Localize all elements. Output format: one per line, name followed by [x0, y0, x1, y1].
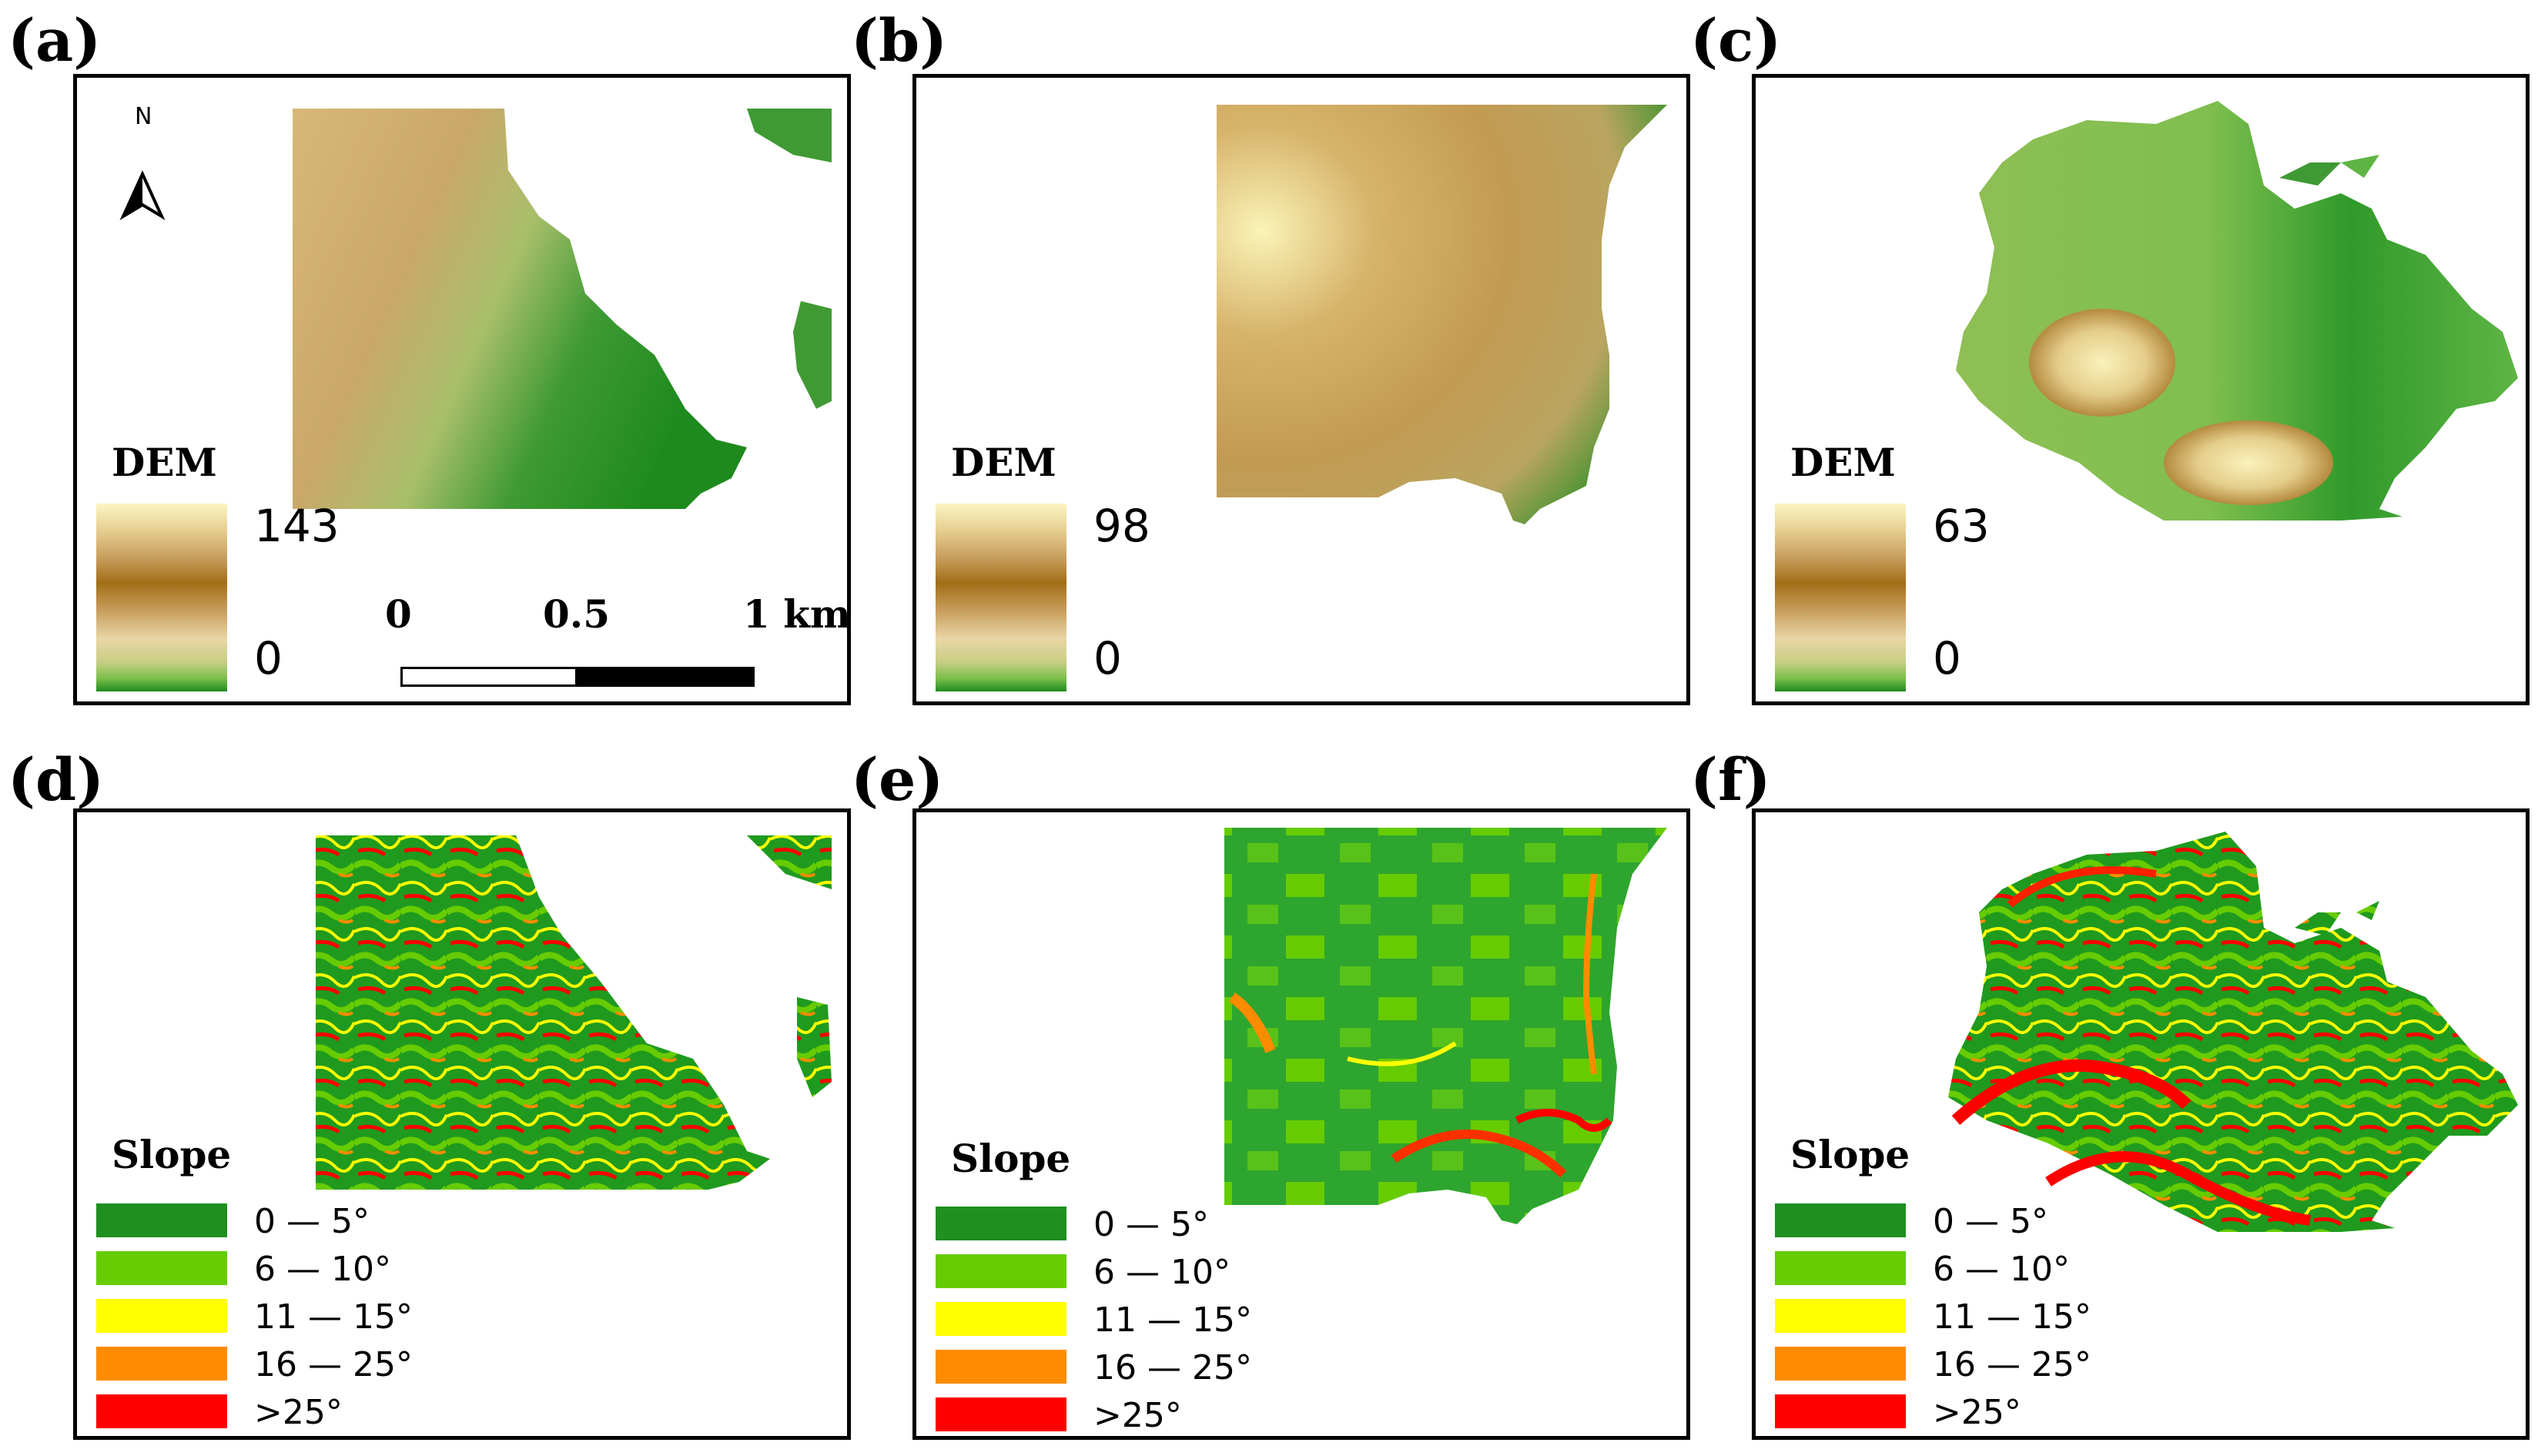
scale-bar-white — [400, 667, 578, 687]
panel-label-f: (f) — [1690, 745, 1771, 814]
swatch-gt25 — [1775, 1394, 1906, 1428]
swatch-gt25 — [96, 1394, 227, 1428]
dem-max-c: 63 — [1933, 500, 1990, 552]
class-label-11-15: 11 — 15° — [1933, 1297, 2091, 1337]
class-label-0-5: 0 — 5° — [254, 1202, 370, 1241]
swatch-16-25 — [936, 1350, 1066, 1384]
north-arrow-icon: N — [119, 103, 166, 221]
dem-panel-a: N DEM 143 0 0 0.5 1 km — [73, 74, 851, 705]
dem-min-c: 0 — [1933, 632, 1961, 684]
swatch-11-15 — [96, 1299, 227, 1333]
slope-map-e — [1224, 828, 1667, 1224]
class-label-11-15: 11 — 15° — [254, 1297, 413, 1337]
swatch-6-10 — [96, 1251, 227, 1285]
class-label-6-10: 6 — 10° — [254, 1250, 391, 1289]
dem-map-c — [1956, 101, 2518, 520]
dem-min-a: 0 — [254, 632, 283, 684]
dem-panel-c: DEM 63 0 — [1752, 74, 2530, 705]
swatch-0-5 — [1775, 1203, 1906, 1237]
north-label: N — [135, 103, 152, 130]
swatch-gt25 — [936, 1397, 1066, 1431]
slope-map-d — [316, 835, 832, 1190]
class-label-gt25: >25° — [1933, 1393, 2021, 1432]
slope-panel-f: Slope 0 — 5° 6 — 10° 11 — 15° 16 — 25° >… — [1752, 808, 2530, 1440]
panel-label-b: (b) — [851, 6, 948, 75]
class-label-16-25: 16 — 25° — [254, 1345, 413, 1384]
legend-title-d: Slope — [112, 1132, 232, 1177]
dem-map-a: N — [119, 103, 832, 509]
class-label-11-15: 11 — 15° — [1093, 1300, 1252, 1340]
dem-map-b — [1217, 105, 1667, 524]
swatch-11-15 — [936, 1302, 1066, 1336]
swatch-16-25 — [1775, 1347, 1906, 1381]
scale-label-0: 0 — [385, 591, 412, 637]
scale-bar-black — [578, 667, 755, 687]
swatch-6-10 — [1775, 1251, 1906, 1285]
legend-title-b: DEM — [951, 440, 1056, 485]
legend-title-e: Slope — [951, 1136, 1071, 1181]
swatch-0-5 — [936, 1207, 1066, 1240]
scale-label-end: 1 km — [743, 591, 851, 637]
class-label-0-5: 0 — 5° — [1933, 1202, 2048, 1241]
dem-max-a: 143 — [254, 500, 340, 552]
dem-max-b: 98 — [1093, 500, 1150, 552]
legend-title-a: DEM — [112, 440, 217, 485]
slope-panel-d: Slope 0 — 5° 6 — 10° 11 — 15° 16 — 25° >… — [73, 808, 851, 1440]
class-label-gt25: >25° — [254, 1393, 343, 1432]
panel-label-a: (a) — [8, 6, 102, 75]
swatch-6-10 — [936, 1254, 1066, 1288]
class-label-6-10: 6 — 10° — [1933, 1250, 2070, 1289]
panel-label-c: (c) — [1690, 6, 1782, 75]
swatch-0-5 — [96, 1203, 227, 1237]
swatch-16-25 — [96, 1347, 227, 1381]
panel-label-e: (e) — [851, 745, 944, 814]
class-label-6-10: 6 — 10° — [1093, 1253, 1230, 1292]
dem-colorbar-a — [96, 504, 227, 691]
legend-title-f: Slope — [1790, 1132, 1910, 1177]
scale-label-mid: 0.5 — [543, 591, 610, 637]
slope-map-f — [1948, 832, 2518, 1232]
dem-min-b: 0 — [1093, 632, 1122, 684]
class-label-gt25: >25° — [1093, 1396, 1182, 1435]
dem-colorbar-c — [1775, 504, 1906, 691]
legend-title-c: DEM — [1790, 440, 1896, 485]
class-label-0-5: 0 — 5° — [1093, 1205, 1209, 1244]
panel-label-d: (d) — [8, 745, 105, 814]
swatch-11-15 — [1775, 1299, 1906, 1333]
dem-colorbar-b — [936, 504, 1066, 691]
slope-panel-e: Slope 0 — 5° 6 — 10° 11 — 15° 16 — 25° >… — [912, 808, 1690, 1440]
class-label-16-25: 16 — 25° — [1093, 1348, 1252, 1387]
class-label-16-25: 16 — 25° — [1933, 1345, 2091, 1384]
dem-panel-b: DEM 98 0 — [912, 74, 1690, 705]
